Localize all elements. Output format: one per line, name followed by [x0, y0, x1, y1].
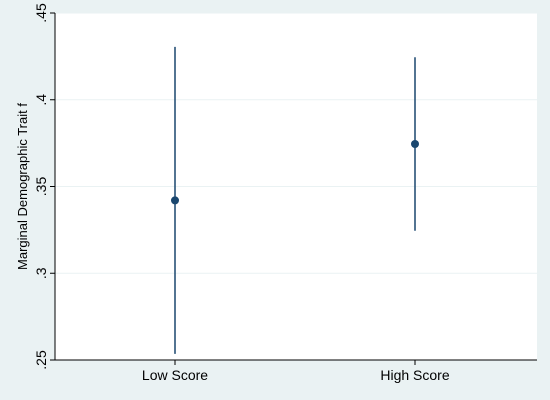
y-axis-title: Marginal Demographic Trait f [15, 103, 30, 270]
y-tick-label: .35 [33, 177, 49, 197]
y-ticks: .25 .3 .35 .4 .45 [33, 3, 55, 370]
point-estimate [411, 139, 419, 148]
x-tick-label: High Score [380, 367, 449, 383]
x-ticks: Low Score High Score [142, 360, 450, 383]
y-tick-label: .25 [33, 350, 49, 370]
y-tick-label: .4 [33, 94, 49, 106]
point-estimate [171, 196, 179, 205]
gridlines [55, 12, 537, 274]
data-marks [171, 46, 419, 354]
x-tick-label: Low Score [142, 367, 208, 383]
y-tick-label: .45 [33, 3, 49, 23]
y-tick-label: .3 [33, 267, 49, 279]
